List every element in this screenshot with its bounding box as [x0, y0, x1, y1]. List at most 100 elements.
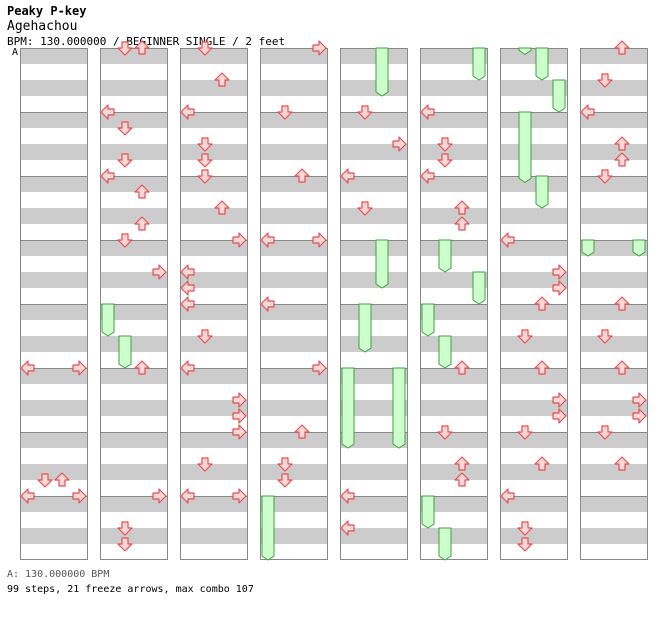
up-arrow-icon [534, 456, 550, 471]
freeze-body [421, 303, 435, 337]
beat-stripe [500, 208, 568, 224]
beat-stripe [180, 400, 248, 416]
beat-stripe [100, 208, 168, 224]
beat-stripe [180, 432, 248, 448]
freeze-arrow [552, 79, 566, 113]
freeze-body [518, 111, 532, 184]
up-arrow-icon [294, 168, 310, 183]
left-arrow-icon [180, 296, 195, 312]
left-arrow-icon [340, 520, 355, 536]
right-arrow-icon [312, 232, 327, 248]
beat-stripe [260, 368, 328, 384]
up-arrow-icon [134, 216, 150, 231]
beat-stripe [100, 464, 168, 480]
freeze-arrow [535, 175, 549, 209]
beat-stripe [20, 432, 88, 448]
up-arrow-icon [614, 152, 630, 167]
beat-stripe [20, 208, 88, 224]
beat-stripe [20, 528, 88, 544]
down-arrow-icon [597, 329, 613, 344]
right-arrow-icon [232, 232, 247, 248]
beat-stripe [500, 432, 568, 448]
up-arrow-icon [534, 360, 550, 375]
up-arrow-icon [214, 72, 230, 87]
beat-stripe [260, 304, 328, 320]
beat-stripe [420, 112, 488, 128]
left-arrow-icon [20, 488, 35, 504]
left-arrow-icon [420, 104, 435, 120]
beat-stripe [580, 304, 648, 320]
right-arrow-icon [232, 408, 247, 424]
beat-stripe [500, 368, 568, 384]
down-arrow-icon [517, 537, 533, 552]
beat-stripe [20, 368, 88, 384]
up-arrow-icon [454, 200, 470, 215]
beat-stripe [340, 48, 408, 64]
beat-stripe [420, 400, 488, 416]
beat-stripe [100, 368, 168, 384]
left-arrow-icon [500, 488, 515, 504]
freeze-arrow [421, 303, 435, 337]
beat-stripe [340, 176, 408, 192]
bpm-legend: A: 130.000000 BPM [7, 569, 110, 580]
up-arrow-icon [614, 296, 630, 311]
left-arrow-icon [260, 296, 275, 312]
left-arrow-icon [580, 104, 595, 120]
beat-stripe [180, 464, 248, 480]
freeze-body [341, 367, 355, 449]
up-arrow-icon [134, 184, 150, 199]
column-border [340, 48, 408, 560]
beat-stripe [180, 144, 248, 160]
beat-stripe [20, 80, 88, 96]
beat-stripe [580, 432, 648, 448]
beat-stripe [420, 208, 488, 224]
down-arrow-icon [197, 41, 213, 56]
beat-stripe [420, 48, 488, 64]
down-arrow-icon [197, 329, 213, 344]
freeze-arrow [518, 111, 532, 184]
beat-stripe [20, 400, 88, 416]
beat-stripe [20, 272, 88, 288]
beat-stripe [20, 464, 88, 480]
freeze-body [438, 239, 452, 273]
beat-stripe [260, 240, 328, 256]
left-arrow-icon [180, 280, 195, 296]
left-arrow-icon [100, 168, 115, 184]
left-arrow-icon [180, 104, 195, 120]
beat-stripe [500, 528, 568, 544]
beat-stripe [100, 48, 168, 64]
beat-stripe [340, 400, 408, 416]
right-arrow-icon [552, 392, 567, 408]
beat-stripe [260, 144, 328, 160]
down-arrow-icon [357, 201, 373, 216]
left-arrow-icon [340, 168, 355, 184]
left-arrow-icon [260, 232, 275, 248]
beat-stripe [180, 80, 248, 96]
up-arrow-icon [214, 200, 230, 215]
up-arrow-icon [614, 136, 630, 151]
beat-stripe [500, 400, 568, 416]
beat-stripe [340, 528, 408, 544]
freeze-body [375, 47, 389, 97]
right-arrow-icon [232, 488, 247, 504]
beat-stripe [100, 304, 168, 320]
left-arrow-icon [180, 488, 195, 504]
beat-stripe [580, 464, 648, 480]
beat-stripe [340, 368, 408, 384]
beat-stripe [500, 304, 568, 320]
beat-stripe [420, 304, 488, 320]
beat-stripe [340, 304, 408, 320]
beat-stripe [20, 176, 88, 192]
up-arrow-icon [54, 472, 70, 487]
beat-stripe [500, 272, 568, 288]
freeze-body [472, 271, 486, 305]
beat-stripe [20, 112, 88, 128]
down-arrow-icon [277, 457, 293, 472]
freeze-body [392, 367, 406, 449]
beat-stripe [340, 464, 408, 480]
beat-stripe [420, 496, 488, 512]
up-arrow-icon [134, 40, 150, 55]
left-arrow-icon [500, 232, 515, 248]
song-title: Agehachou [7, 19, 78, 34]
beat-stripe [260, 400, 328, 416]
